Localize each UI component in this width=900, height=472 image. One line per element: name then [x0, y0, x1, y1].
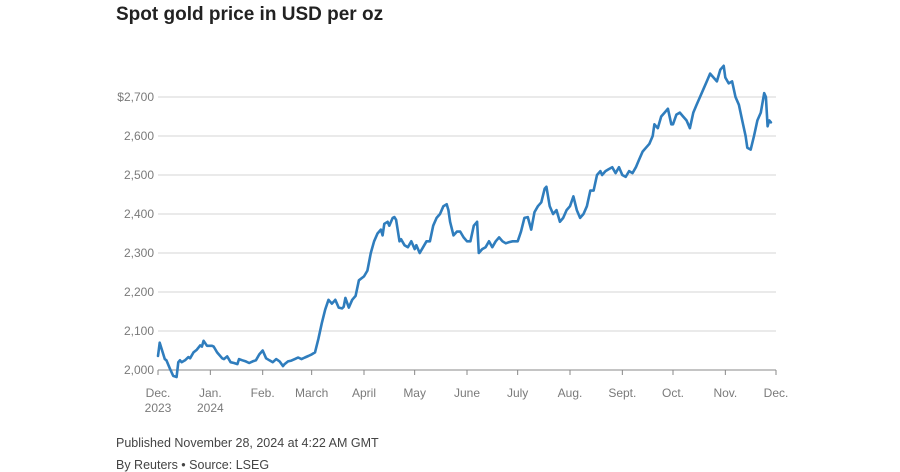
- y-tick-label: 2,200: [124, 285, 154, 299]
- y-tick-label: 2,500: [124, 168, 154, 182]
- x-tick-label: Dec.: [146, 386, 171, 400]
- x-tick-label: April: [352, 386, 376, 400]
- byline-source: By Reuters • Source: LSEG: [116, 458, 270, 472]
- x-tick-label: Dec.: [764, 386, 789, 400]
- x-tick-label: Aug.: [558, 386, 583, 400]
- y-tick-label: 2,600: [124, 129, 154, 143]
- y-tick-label: 2,100: [124, 324, 154, 338]
- y-tick-label: $2,700: [117, 90, 154, 104]
- x-axis: [157, 369, 777, 375]
- x-tick-label: July: [507, 386, 528, 400]
- x-tick-label-year: 2024: [197, 401, 224, 415]
- x-tick-label: Feb.: [251, 386, 275, 400]
- x-tick-label: Oct.: [662, 386, 684, 400]
- chart-title: Spot gold price in USD per oz: [116, 4, 384, 25]
- x-tick-label: May: [403, 386, 426, 400]
- y-tick-label: 2,300: [124, 246, 154, 260]
- x-tick-label: Jan.: [199, 386, 222, 400]
- x-tick-label: Sept.: [608, 386, 636, 400]
- y-tick-label: 2,400: [124, 207, 154, 221]
- series-line-gold-price: [156, 64, 773, 379]
- x-tick-label: Nov.: [713, 386, 737, 400]
- x-tick-label: June: [454, 386, 480, 400]
- series-layer: [156, 64, 773, 379]
- published-timestamp: Published November 28, 2024 at 4:22 AM G…: [116, 436, 379, 450]
- y-axis-tick-labels: 2,000 2,100 2,200 2,300 2,400 2,500 2,600 $2,70…: [117, 90, 154, 377]
- x-tick-label: March: [295, 386, 328, 400]
- y-tick-label: 2,000: [124, 363, 154, 377]
- x-tick-label-year: 2023: [145, 401, 172, 415]
- gridlines: [158, 96, 776, 332]
